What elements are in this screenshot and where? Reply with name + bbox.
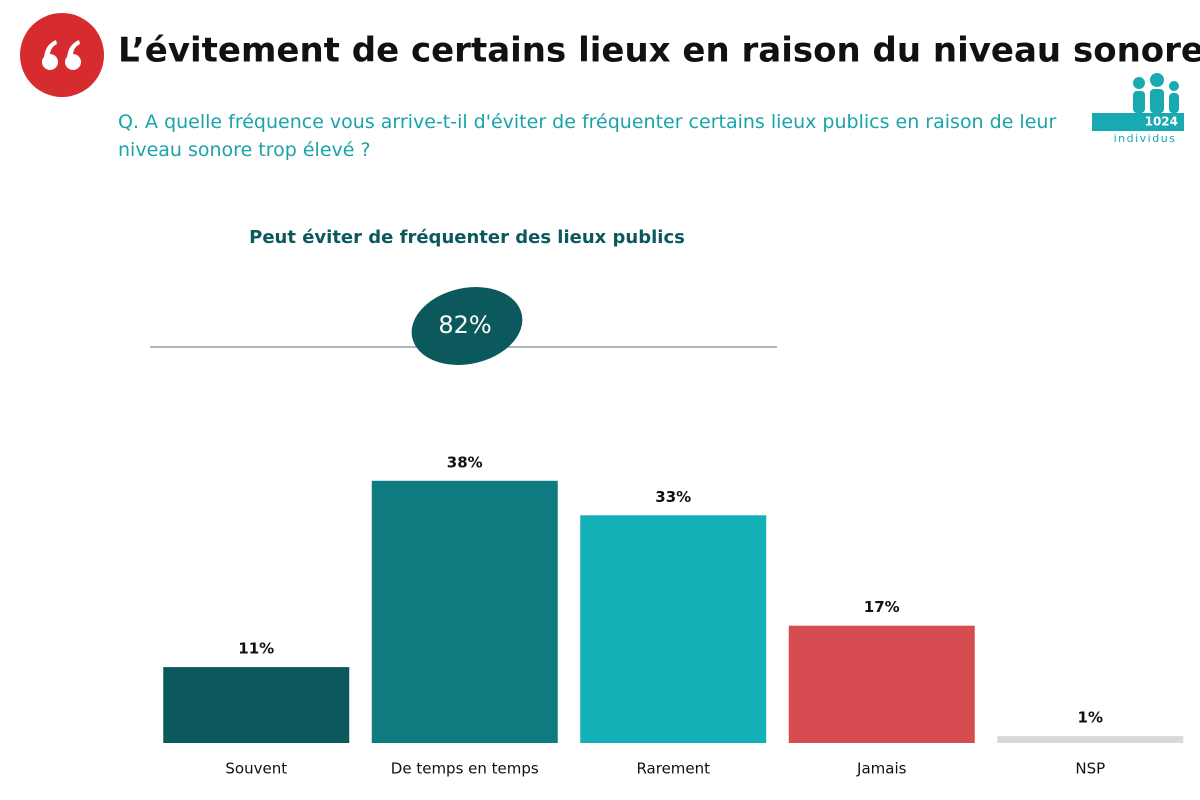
x-tick-label: NSP (1075, 760, 1105, 778)
people-icon (1133, 73, 1179, 113)
bar (163, 667, 350, 743)
sample-band (1092, 113, 1184, 131)
bar (580, 515, 767, 743)
subtitle: Q. A quelle fréquence vous arrive-t-il d… (118, 111, 1057, 161)
x-tick-label: Rarement (636, 760, 710, 778)
x-tick-label: Jamais (856, 760, 907, 778)
quote-glyph (42, 40, 81, 70)
value-label: 1% (1078, 709, 1103, 727)
bar (788, 625, 975, 743)
value-label: 38% (447, 453, 483, 471)
bar (371, 480, 558, 743)
summary-label: Peut éviter de fréquenter des lieux publ… (249, 227, 685, 248)
sample-label: individus (1114, 132, 1177, 145)
subtitle-box: Q. A quelle fréquence vous arrive-t-il d… (118, 111, 1057, 161)
summary-badge (411, 287, 523, 365)
value-label: 17% (864, 598, 900, 616)
x-tick-label: De temps en temps (391, 760, 539, 778)
title: L’évitement de certains lieux en raison … (118, 31, 1200, 71)
x-tick-label: Souvent (225, 760, 287, 778)
bar (997, 736, 1184, 743)
value-label: 11% (238, 640, 274, 658)
value-label: 33% (655, 488, 691, 506)
sample-count: 1024 (1145, 115, 1178, 129)
quote-icon (20, 13, 104, 97)
summary-value: 82% (438, 311, 491, 339)
